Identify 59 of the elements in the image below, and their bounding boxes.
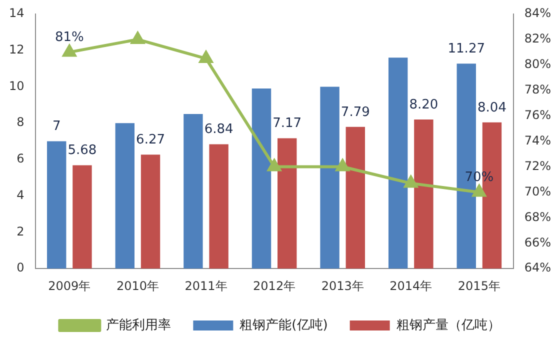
data-label: 8.20 — [409, 97, 438, 112]
data-label: 8.04 — [478, 100, 506, 116]
y2-tick-label: 64% — [524, 260, 551, 275]
data-label: 6.27 — [136, 132, 165, 148]
y2-tick-label: 82% — [524, 32, 551, 46]
point — [336, 159, 350, 172]
data-label: 5.68 — [68, 143, 97, 158]
y2-tick-label: 66% — [524, 235, 551, 250]
x-tick-label: 2011年 — [184, 278, 228, 293]
legend-label: 粗钢产能(亿吨) — [240, 318, 328, 333]
y2-tick-label: 84% — [524, 6, 551, 20]
bar — [278, 138, 297, 269]
y2-tick-label: 68% — [524, 210, 551, 224]
legend-label: 产能利用率 — [106, 316, 172, 333]
data-label: 7.79 — [340, 104, 370, 120]
y2-tick-label: 70% — [524, 184, 551, 198]
data-label: 7.17 — [272, 116, 302, 132]
point — [131, 32, 144, 44]
bar — [72, 165, 92, 269]
data-label: 6.84 — [204, 122, 234, 138]
bar — [346, 126, 365, 269]
data-label: 7 — [52, 119, 61, 134]
bar — [47, 141, 66, 269]
y2-tick-label: 80% — [524, 57, 551, 72]
bar — [115, 123, 135, 269]
data-label: 70% — [464, 170, 494, 186]
point — [268, 159, 281, 172]
point — [472, 184, 486, 197]
y-tick-label: 8 — [16, 115, 24, 130]
bar — [184, 114, 203, 269]
bar — [414, 119, 434, 269]
point — [62, 44, 76, 57]
data-label: 11.27 — [448, 42, 485, 57]
data-label: 81% — [54, 30, 84, 46]
x-tick-label: 2013年 — [321, 278, 364, 293]
y2-tick-label: 72% — [524, 158, 551, 173]
x-tick-label: 2012年 — [253, 278, 296, 293]
y-tick-label: 0 — [16, 260, 24, 275]
x-tick-label: 2014年 — [390, 278, 432, 293]
y-tick-label: 2 — [16, 224, 24, 238]
bar — [209, 144, 228, 269]
y-tick-label: 4 — [16, 188, 24, 202]
x-tick-label: 2009年 — [48, 278, 91, 293]
point — [404, 176, 418, 188]
y-tick-label: 10 — [8, 78, 24, 93]
bar — [252, 88, 272, 269]
x-tick-label: 2010年 — [116, 278, 159, 293]
y-tick-label: 14 — [8, 6, 24, 20]
y2-tick-label: 74% — [524, 133, 551, 148]
legend-label: 粗钢产量（亿吨） — [396, 318, 500, 333]
bar — [140, 154, 160, 269]
bar — [320, 86, 340, 269]
y-tick-label: 12 — [8, 42, 24, 56]
bar — [388, 58, 408, 269]
point — [199, 51, 213, 64]
x-tick-label: 2015年 — [458, 278, 500, 293]
y2-tick-label: 78% — [524, 82, 551, 97]
y2-tick-label: 76% — [524, 108, 551, 122]
y-tick-label: 6 — [16, 152, 24, 166]
